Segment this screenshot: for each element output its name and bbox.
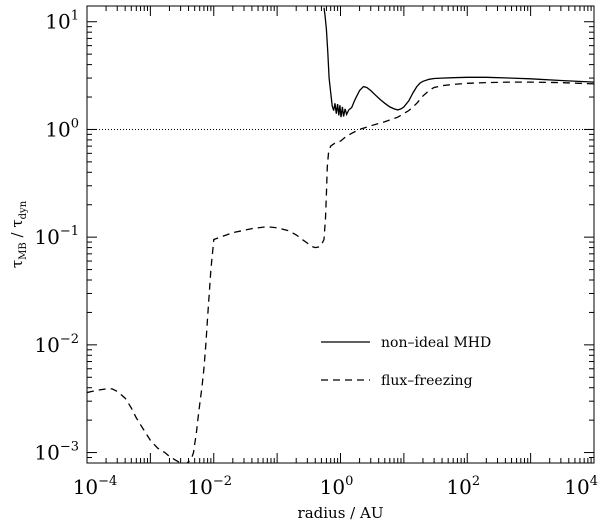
y-tick-label: 101: [45, 9, 79, 34]
y-tick-label: 10−2: [34, 332, 79, 357]
x-tick-label: 104: [564, 474, 598, 499]
y-axis-label: τMB / τdyn: [8, 200, 29, 268]
x-tick-label: 102: [446, 474, 480, 499]
plot-frame: [86, 5, 595, 464]
x-tick-label: 100: [320, 474, 354, 499]
legend-label: non–ideal MHD: [381, 335, 491, 351]
x-axis-label: radius / AU: [298, 504, 384, 522]
legend-label: flux–freezing: [381, 373, 473, 389]
x-tick-label: 10−4: [73, 474, 118, 499]
y-tick-label: 10−3: [34, 440, 79, 465]
y-tick-label: 10−1: [34, 224, 79, 249]
x-tick-label: 10−2: [187, 474, 232, 499]
y-tick-label: 100: [45, 116, 79, 141]
series-line-non-ideal-mhd: [323, 7, 594, 118]
series-line-flux-freezing: [87, 81, 594, 463]
